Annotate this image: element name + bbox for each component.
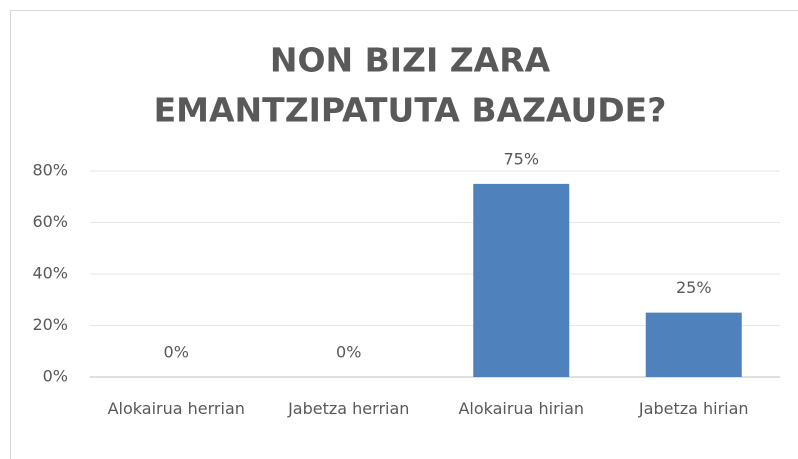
- y-tick-label: 0%: [43, 367, 68, 386]
- x-tick-label: Alokairua herrian: [107, 399, 245, 418]
- y-tick-label: 60%: [32, 212, 68, 231]
- x-tick-label: Alokairua hirian: [458, 399, 585, 418]
- y-tick-label: 40%: [32, 264, 68, 283]
- chart-title: EMANTZIPATUTA BAZAUDE?: [154, 91, 667, 130]
- data-label: 75%: [503, 149, 539, 168]
- bar: [645, 312, 742, 377]
- y-tick-label: 20%: [32, 315, 68, 334]
- data-label: 0%: [164, 343, 189, 362]
- chart-title: NON BIZI ZARA: [270, 41, 551, 80]
- chart-border: [10, 10, 798, 459]
- y-tick-label: 80%: [32, 161, 68, 180]
- x-tick-label: Jabetza hirian: [638, 399, 749, 418]
- x-tick-label: Jabetza herrian: [288, 399, 410, 418]
- data-label: 0%: [336, 343, 361, 362]
- data-label: 25%: [676, 278, 712, 297]
- bar: [473, 183, 570, 377]
